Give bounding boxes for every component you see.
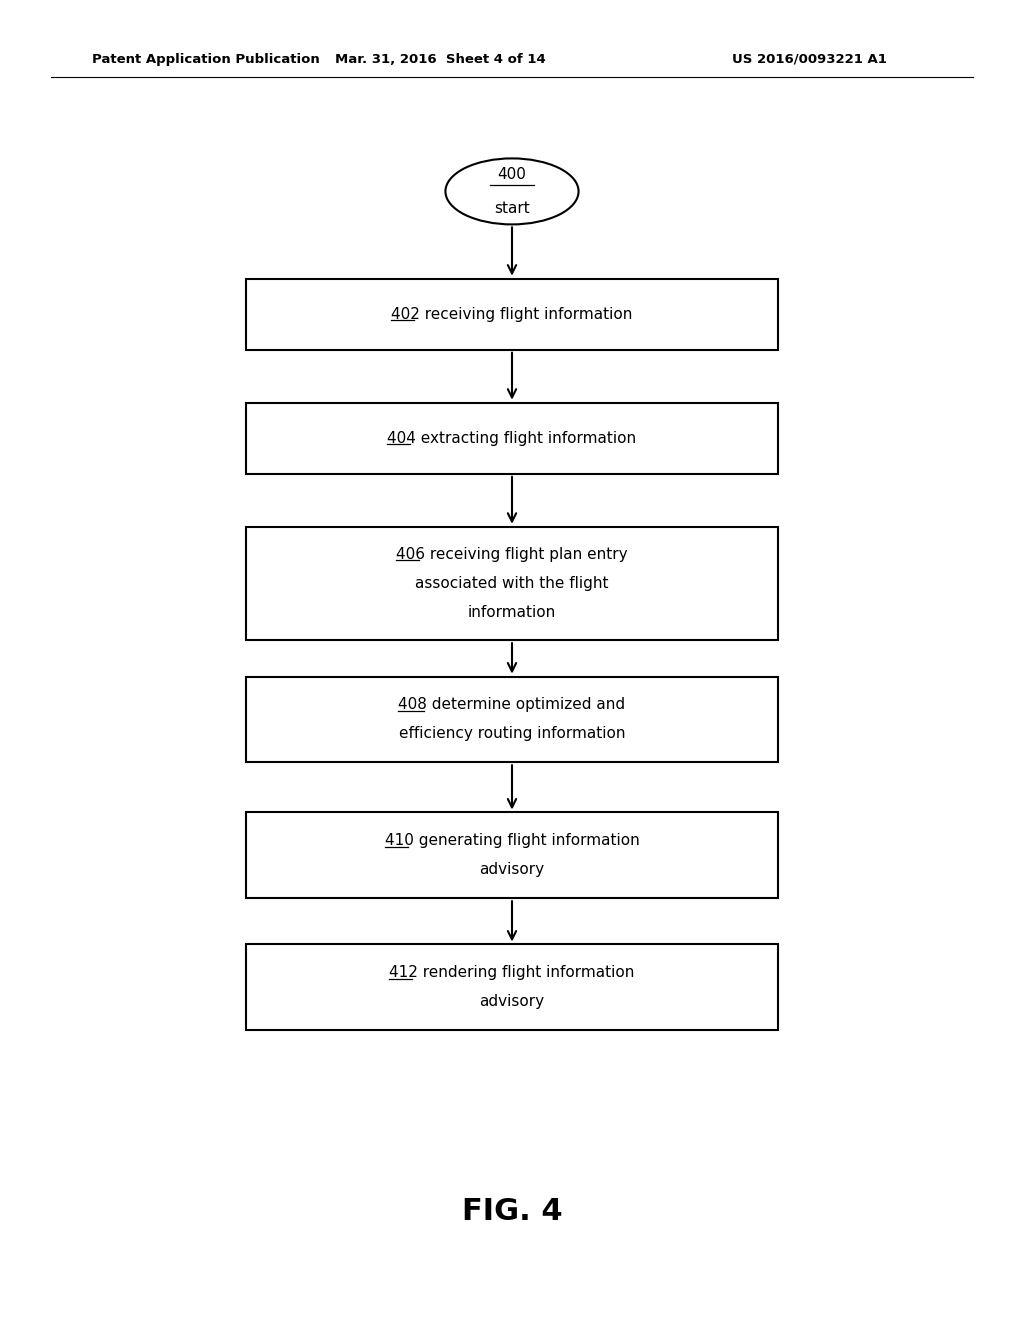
Text: 406 receiving flight plan entry: 406 receiving flight plan entry xyxy=(396,546,628,562)
Text: FIG. 4: FIG. 4 xyxy=(462,1197,562,1226)
Text: associated with the flight: associated with the flight xyxy=(416,576,608,591)
Text: advisory: advisory xyxy=(479,994,545,1010)
Text: 408 determine optimized and: 408 determine optimized and xyxy=(398,697,626,713)
Text: 400: 400 xyxy=(498,168,526,182)
Text: US 2016/0093221 A1: US 2016/0093221 A1 xyxy=(731,53,887,66)
Text: 412 rendering flight information: 412 rendering flight information xyxy=(389,965,635,981)
Text: 410 generating flight information: 410 generating flight information xyxy=(385,833,639,849)
Text: advisory: advisory xyxy=(479,862,545,878)
Text: 404 extracting flight information: 404 extracting flight information xyxy=(387,430,637,446)
Text: 402 receiving flight information: 402 receiving flight information xyxy=(391,306,633,322)
Text: start: start xyxy=(495,201,529,215)
Text: Patent Application Publication: Patent Application Publication xyxy=(92,53,319,66)
Text: efficiency routing information: efficiency routing information xyxy=(398,726,626,742)
Text: Mar. 31, 2016  Sheet 4 of 14: Mar. 31, 2016 Sheet 4 of 14 xyxy=(335,53,546,66)
Text: information: information xyxy=(468,605,556,620)
